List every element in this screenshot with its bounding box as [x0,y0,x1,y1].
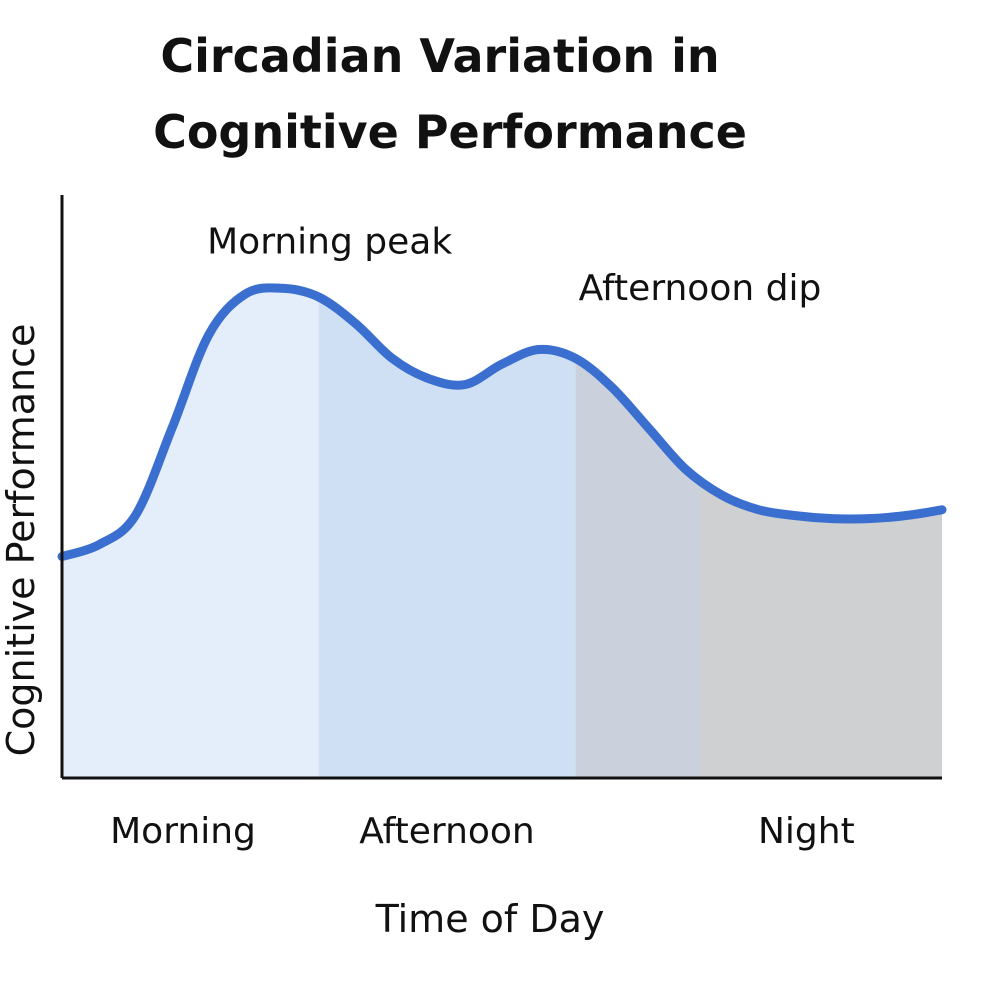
annotations: Morning peak Afternoon dip [207,221,821,309]
performance-curve [57,283,947,561]
period-band-1 [62,287,319,778]
period-band-2 [318,287,576,778]
x-axis-label: Time of Day [375,897,605,941]
y-axis-label: Cognitive Performance [0,324,43,757]
x-tick-label-night: Night [758,811,855,852]
x-tick-label-afternoon: Afternoon [359,811,535,852]
x-tick-labels: Morning Afternoon Night [110,811,855,852]
chart-title-line-1: Circadian Variation in [160,29,719,83]
annotation-afternoon-dip: Afternoon dip [579,268,822,309]
x-tick-label-morning: Morning [110,811,256,852]
chart-title-line-2: Cognitive Performance [153,105,747,159]
annotation-morning-peak: Morning peak [207,221,452,262]
